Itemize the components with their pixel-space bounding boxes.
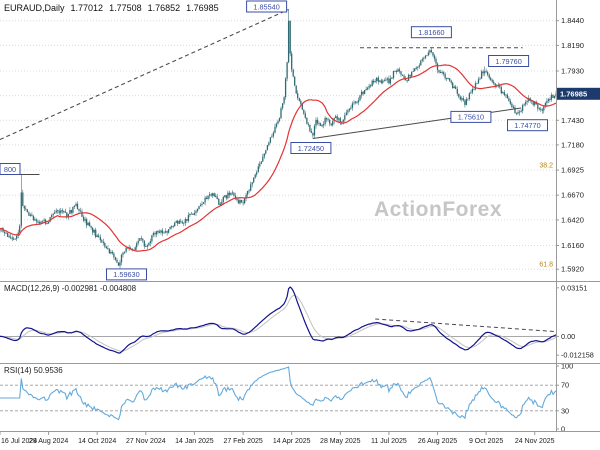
svg-text:0.03151: 0.03151 — [561, 283, 587, 292]
svg-text:1.72450: 1.72450 — [298, 144, 324, 153]
svg-text:9 Oct 2025: 9 Oct 2025 — [469, 438, 503, 445]
svg-text:-0.012158: -0.012158 — [561, 351, 594, 360]
svg-text:29 Aug 2024: 29 Aug 2024 — [29, 438, 68, 445]
ohlc-high-value: 1.77508 — [109, 3, 142, 13]
svg-text:1.8190: 1.8190 — [561, 41, 584, 50]
svg-text:0: 0 — [561, 425, 565, 434]
svg-text:26 Aug 2025: 26 Aug 2025 — [418, 438, 457, 445]
svg-text:1.6420: 1.6420 — [561, 215, 584, 224]
svg-text:27 Nov 2024: 27 Nov 2024 — [126, 438, 166, 445]
svg-text:14 Jan 2025: 14 Jan 2025 — [175, 438, 214, 445]
svg-text:1.81660: 1.81660 — [418, 28, 444, 37]
svg-text:0.00: 0.00 — [561, 332, 575, 341]
svg-text:11 Jul 2025: 11 Jul 2025 — [371, 438, 407, 445]
svg-text:24 Nov 2025: 24 Nov 2025 — [515, 438, 555, 445]
svg-text:1.75610: 1.75610 — [458, 113, 484, 122]
svg-text:1.85540: 1.85540 — [253, 2, 279, 11]
symbol-timeframe-label: EURAUD,Daily — [4, 3, 65, 13]
svg-text:38.2: 38.2 — [539, 163, 553, 170]
svg-text:100: 100 — [561, 362, 573, 371]
ohlc-open-value: 1.77012 — [70, 3, 104, 13]
rsi-panel-header: RSI(14) 50.9536 — [4, 366, 63, 375]
svg-text:1.59630: 1.59630 — [113, 270, 139, 279]
svg-text:61.8: 61.8 — [539, 262, 553, 269]
svg-text:1.6160: 1.6160 — [561, 241, 584, 250]
ohlc-close-value: 1.76985 — [186, 3, 219, 13]
ohlc-low-value: 1.76852 — [147, 3, 181, 13]
macd-panel-header: MACD(12,26,9) -0.002981 -0.004808 — [4, 284, 137, 293]
svg-text:14 Apr 2025: 14 Apr 2025 — [273, 438, 311, 445]
price-panel-header: EURAUD,Daily 1.77012 1.77508 1.76852 1.7… — [4, 3, 219, 13]
svg-text:1.6670: 1.6670 — [561, 191, 584, 200]
svg-text:1.74770: 1.74770 — [514, 121, 540, 130]
svg-text:16 Jul 2024: 16 Jul 2024 — [1, 438, 37, 445]
svg-text:1.79760: 1.79760 — [495, 57, 521, 66]
svg-text:30: 30 — [561, 406, 569, 415]
svg-text:28 May 2025: 28 May 2025 — [320, 438, 361, 445]
svg-text:1.5920: 1.5920 — [561, 265, 584, 274]
actionforex-watermark: ActionForex — [374, 198, 503, 221]
svg-text:1.6925: 1.6925 — [561, 166, 584, 175]
svg-text:14 Oct 2024: 14 Oct 2024 — [78, 438, 116, 445]
svg-text:70: 70 — [561, 381, 569, 390]
svg-text:27 Feb 2025: 27 Feb 2025 — [223, 438, 262, 445]
svg-text:1.7930: 1.7930 — [561, 67, 584, 76]
svg-text:1.8440: 1.8440 — [561, 16, 584, 25]
svg-text:800: 800 — [4, 165, 16, 174]
svg-text:1.76985: 1.76985 — [560, 89, 587, 98]
svg-text:1.7180: 1.7180 — [561, 140, 584, 149]
svg-text:1.7430: 1.7430 — [561, 116, 584, 125]
